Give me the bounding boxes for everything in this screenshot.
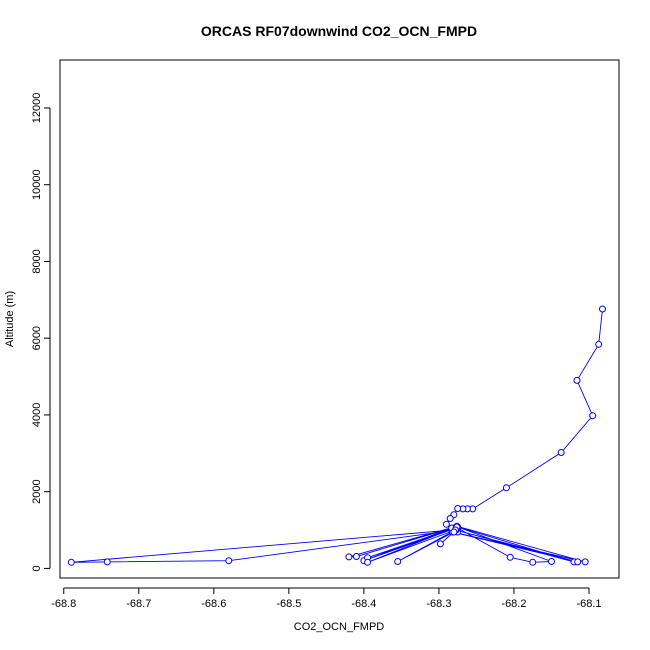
data-point	[599, 305, 606, 313]
x-tick-label: -68.8	[51, 598, 76, 610]
data-point	[225, 557, 233, 565]
data-point	[581, 558, 589, 566]
chart-title: ORCAS RF07downwind CO2_OCN_FMPD	[201, 23, 477, 39]
x-tick-label: -68.6	[201, 598, 226, 610]
y-axis: 0 2000 4000 6000 8000 10000 12000	[31, 93, 51, 571]
data-point	[502, 484, 510, 492]
y-axis-label: Altitude (m)	[4, 291, 16, 347]
x-tick-label: -68.1	[576, 598, 601, 610]
data-point	[446, 515, 454, 522]
y-tick-label: 10000	[31, 169, 43, 200]
y-tick-label: 4000	[31, 403, 43, 427]
x-tick-label: -68.5	[276, 598, 301, 610]
data-point	[589, 412, 597, 420]
data-point	[352, 553, 360, 560]
x-axis: -68.8 -68.7 -68.6 -68.5 -68.4 -68.3 -68.2 -68.1	[51, 587, 602, 610]
series-layer	[67, 305, 606, 566]
x-tick-label: -68.4	[351, 598, 376, 610]
x-axis-label: CO2_OCN_FMPD	[294, 621, 385, 633]
data-point	[345, 553, 353, 561]
plot-frame	[59, 59, 620, 579]
x-tick-label: -68.3	[426, 598, 451, 610]
data-point	[557, 449, 565, 456]
data-point	[506, 553, 514, 561]
data-point	[548, 558, 555, 565]
data-point	[595, 340, 603, 348]
data-point	[442, 520, 450, 528]
data-point	[67, 558, 75, 566]
data-point	[436, 540, 444, 548]
data-point	[450, 528, 458, 536]
y-tick-label: 2000	[31, 479, 43, 503]
series-line	[71, 308, 603, 563]
data-point	[573, 376, 581, 384]
x-tick-label: -68.2	[501, 598, 526, 610]
y-tick-label: 6000	[31, 326, 43, 350]
data-point	[529, 558, 537, 566]
y-tick-label: 12000	[31, 93, 43, 124]
data-point	[394, 558, 402, 565]
data-point	[364, 558, 372, 566]
data-point	[103, 558, 111, 566]
data-point	[454, 505, 462, 512]
x-tick-label: -68.7	[126, 598, 151, 610]
y-tick-label: 0	[31, 565, 43, 571]
data-point	[574, 558, 582, 566]
y-tick-label: 8000	[31, 249, 43, 273]
